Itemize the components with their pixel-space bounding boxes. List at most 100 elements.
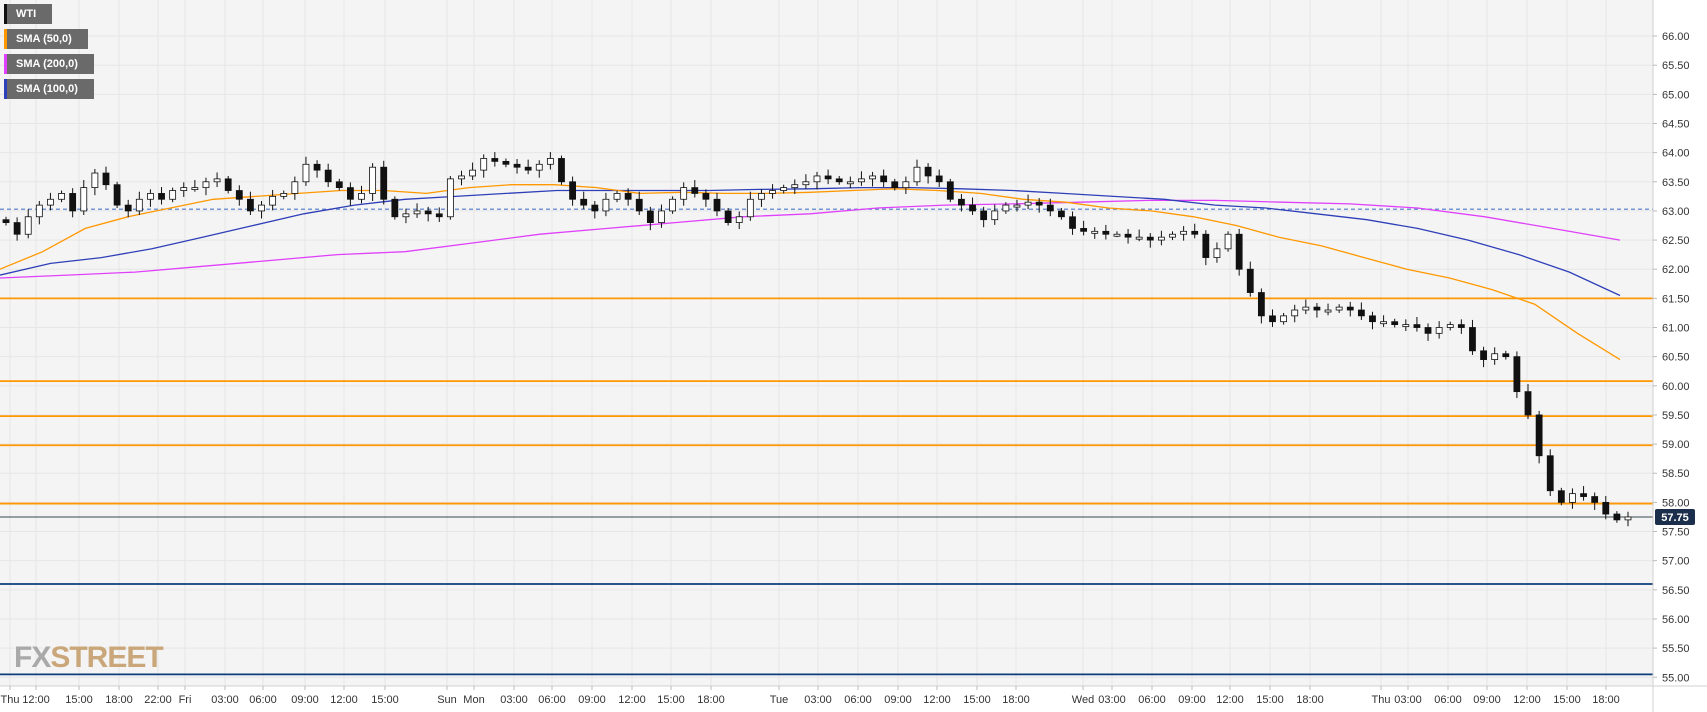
- candle-body: [413, 210, 421, 215]
- x-tick-label: 12:00: [618, 694, 646, 706]
- candle-body: [380, 166, 388, 200]
- y-tick-label: 63.00: [1662, 206, 1690, 218]
- candle-body: [1413, 324, 1421, 328]
- candle-body: [1124, 233, 1132, 238]
- legend-item-sma200[interactable]: SMA (200,0): [4, 54, 94, 74]
- x-tick-label: 03:00: [500, 694, 528, 706]
- candle-body: [913, 166, 921, 183]
- candle-body: [1502, 353, 1510, 358]
- candle-body: [835, 178, 843, 183]
- legend-item-sma100[interactable]: SMA (100,0): [4, 79, 94, 99]
- x-tick-label: Wed: [1072, 694, 1094, 706]
- legend-item-wti[interactable]: WTI: [4, 4, 94, 24]
- candle-body: [1613, 513, 1621, 521]
- candle-body: [724, 210, 732, 223]
- candle-body: [1480, 350, 1487, 360]
- x-tick-label: Fri: [179, 694, 192, 706]
- candle-body: [224, 178, 232, 191]
- candle-body: [658, 210, 665, 223]
- candle-body: [2, 219, 10, 223]
- legend-swatch: [4, 29, 7, 49]
- candle-body: [1202, 233, 1210, 258]
- candle-body: [47, 198, 54, 206]
- candle-body: [1291, 309, 1299, 317]
- candle-body: [113, 184, 121, 206]
- y-tick-label: 59.00: [1662, 439, 1690, 451]
- candle-body: [980, 210, 988, 221]
- candle-body: [935, 175, 943, 183]
- candle-body: [1135, 236, 1143, 240]
- candle-body: [124, 204, 132, 212]
- candle-body: [502, 160, 510, 165]
- legend-swatch: [4, 54, 7, 74]
- x-tick-label: 06:00: [538, 694, 566, 706]
- candle-body: [1469, 327, 1476, 352]
- candle-body: [1091, 230, 1099, 234]
- x-tick-label: 03:00: [1098, 694, 1126, 706]
- candle-body: [1113, 233, 1121, 237]
- candle-body: [280, 193, 288, 197]
- sma50-line: [0, 184, 1621, 361]
- candle-body: [924, 166, 932, 177]
- candle-body: [1169, 233, 1176, 238]
- candle-body: [1013, 204, 1021, 208]
- legend-label: WTI: [7, 4, 53, 24]
- candle-body: [147, 193, 154, 200]
- candle-body: [424, 210, 432, 215]
- candle-body: [780, 187, 788, 191]
- candle-body: [846, 181, 854, 185]
- y-tick-label: 62.00: [1662, 264, 1690, 276]
- x-tick-label: 03:00: [211, 694, 239, 706]
- y-tick-label: 61.50: [1662, 293, 1690, 305]
- candle-body: [880, 175, 888, 183]
- x-tick-label: Mon: [463, 694, 484, 706]
- candle-body: [680, 187, 688, 200]
- x-tick-label: 15:00: [963, 694, 991, 706]
- candle-body: [24, 216, 32, 235]
- candle-body: [558, 158, 565, 183]
- candle-body: [1180, 230, 1188, 235]
- candle-body: [1369, 315, 1376, 323]
- y-tick-label: 55.00: [1662, 672, 1690, 684]
- x-tick-label: 09:00: [1473, 694, 1501, 706]
- candle-body: [1191, 230, 1199, 235]
- candle-body: [1357, 309, 1365, 317]
- candle-body: [1246, 268, 1254, 293]
- x-tick-label: Thu: [1372, 694, 1391, 706]
- candle-body: [646, 210, 654, 223]
- candle-body: [1624, 516, 1632, 521]
- x-tick-label: 12:00: [1513, 694, 1541, 706]
- x-tick-label: 15:00: [371, 694, 399, 706]
- legend-item-sma50[interactable]: SMA (50,0): [4, 29, 94, 49]
- sma100-line: [0, 186, 1621, 297]
- candle-body: [702, 193, 710, 200]
- candle-body: [1080, 228, 1088, 232]
- candle-body: [691, 187, 699, 194]
- candle-body: [1391, 321, 1399, 325]
- candle-body: [202, 181, 210, 189]
- candle-body: [102, 172, 110, 186]
- x-tick-label: 06:00: [249, 694, 277, 706]
- x-tick-label: 15:00: [657, 694, 685, 706]
- x-tick-label: 18:00: [1592, 694, 1620, 706]
- candle-body: [1146, 236, 1154, 241]
- candle-body: [191, 187, 199, 191]
- candle-body: [891, 181, 899, 189]
- y-tick-label: 65.00: [1662, 89, 1690, 101]
- candle-body: [69, 193, 77, 212]
- y-tick-label: 60.00: [1662, 381, 1690, 393]
- candle-body: [958, 198, 965, 206]
- sma200-line: [0, 199, 1621, 279]
- x-tick-label: Sun: [437, 694, 457, 706]
- y-tick-label: 64.50: [1662, 118, 1690, 130]
- candle-body: [524, 166, 532, 171]
- candle-body: [1491, 353, 1499, 360]
- x-tick-label: 09:00: [1178, 694, 1206, 706]
- candle-body: [946, 181, 954, 200]
- candle-body: [1346, 306, 1354, 311]
- candle-body: [1557, 490, 1565, 503]
- candle-body: [513, 163, 521, 168]
- candle-body: [1102, 230, 1110, 235]
- candle-body: [313, 163, 321, 171]
